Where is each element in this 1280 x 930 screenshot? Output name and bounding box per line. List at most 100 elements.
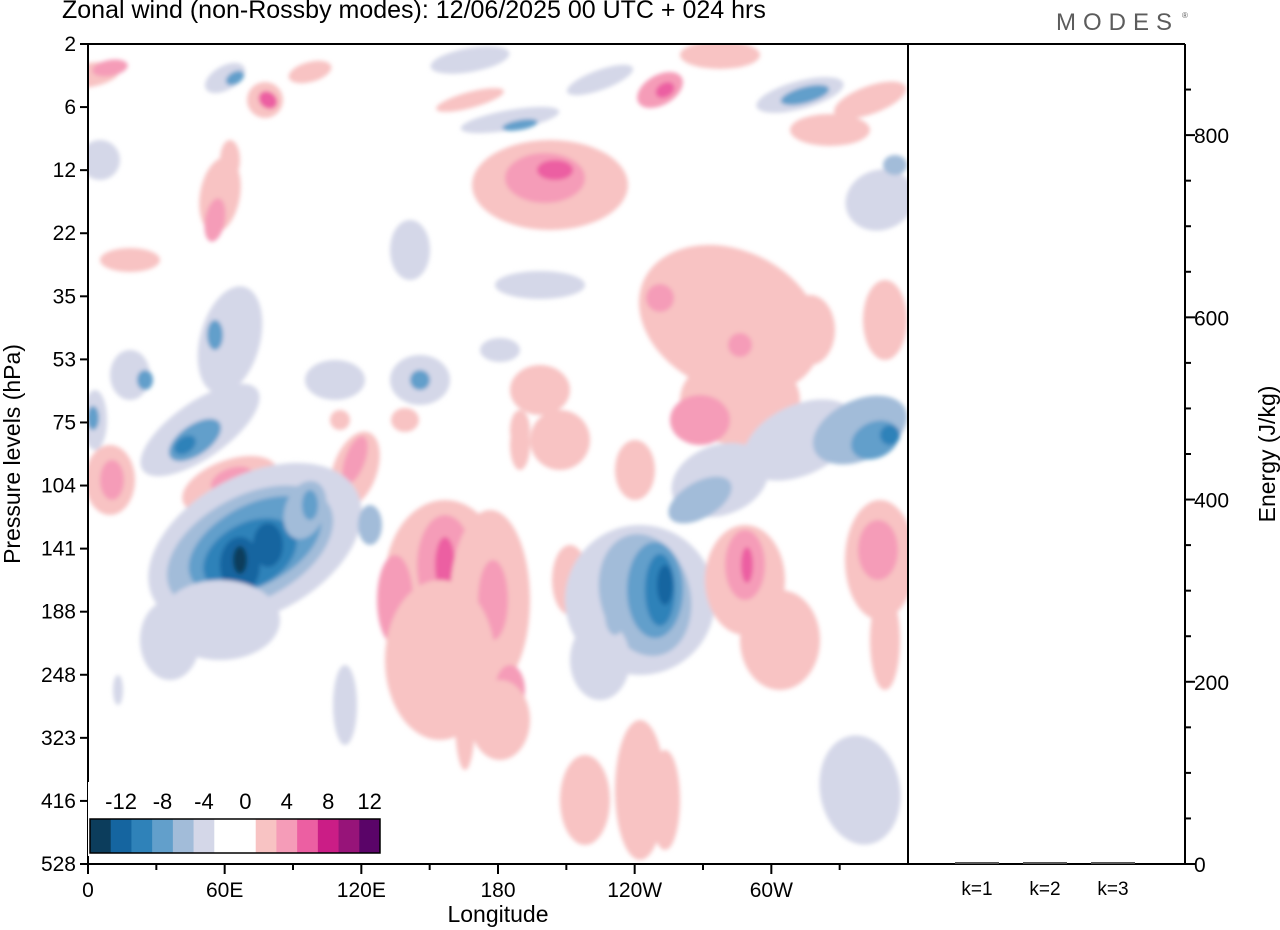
pressure-axis: 2 6 12 22 35 53 75 104 141 188 248 323 416 528 [41,33,88,876]
colorbar-swatch [214,819,236,853]
chart-title: Zonal wind (non-Rossby modes): 12/06/202… [62,0,766,24]
pressure-tick-label: 75 [53,411,76,434]
energy-bars: k=1 k=2 k=3 [955,862,1135,900]
contour-region [204,198,226,242]
contour-region [333,665,357,745]
contour-region [495,271,585,299]
contour-region [100,248,160,272]
contour-region [863,280,907,360]
colorbar-frame [89,818,381,854]
contour-region [435,537,455,593]
contour-region [330,410,350,430]
contour-region [140,600,200,680]
contour-region [785,295,835,365]
pressure-tick-label: 141 [41,538,76,561]
contour-region [845,169,908,231]
brand-logo: MODES [1056,9,1180,36]
contour-region [220,140,240,180]
contour-region [819,735,901,845]
contour-region [470,680,530,760]
contour-region [460,106,560,134]
colorbar-swatch [359,819,381,853]
contour-region [560,755,610,845]
colorbar-label: -8 [153,789,173,814]
energy-bar [1091,862,1135,864]
contour-region [510,365,570,415]
contour-region [391,408,419,432]
longitude-tick-label: 180 [480,879,515,902]
longitude-tick-label: 60E [206,879,243,902]
longitude-tick-label: 0 [82,879,94,902]
colorbar-label: 12 [357,789,381,814]
colorbar-swatch [297,819,319,853]
contour-region [358,505,382,545]
contour-region [780,84,830,106]
longitude-tick-label: 120W [607,879,662,902]
contour-region [680,44,760,69]
contour-region [870,590,900,690]
pressure-tick-label: 104 [41,475,76,498]
colorbar-swatch [255,819,277,853]
contour-region [137,370,153,390]
longitude-axis: 0 60E 120E 180 120W 60W [82,864,841,902]
contour-region [740,590,820,690]
contour-region [88,406,99,430]
colorbar-swatch [110,819,132,853]
contour-region [530,410,590,470]
contour-region [880,425,900,445]
contour-region [480,338,520,362]
pressure-tick-label: 53 [53,348,76,371]
pressure-tick-label: 6 [64,96,76,119]
energy-tick-label: 200 [1194,672,1229,695]
contour-region [858,520,898,580]
colorbar-swatch [172,819,195,853]
contour-region [258,91,278,109]
contour-region [502,119,538,131]
contour-region [207,320,223,350]
energy-tick-label: 0 [1194,854,1206,877]
contour-region [833,81,907,119]
contour-region [390,220,430,280]
energy-bar-label: k=3 [1097,879,1128,900]
contour-region [253,523,283,567]
contour-region [113,675,123,705]
contour-region [570,620,630,700]
pressure-tick-label: 35 [53,285,76,308]
contour-region [342,436,368,484]
contour-region [225,70,245,86]
energy-axis: 0 200 400 600 800 [1185,88,1229,877]
colorbar-swatch [152,819,174,853]
contour-region [657,565,673,605]
energy-bar [955,862,999,864]
contour-region [436,88,504,112]
contour-region [100,460,124,500]
contour-region [205,62,245,94]
energy-bar [1023,862,1067,864]
colorbar-swatch [131,819,153,853]
contour-region [615,440,655,500]
contour-region [92,59,128,77]
colorbar-swatch [90,819,112,853]
longitude-tick-label: 60W [750,879,793,902]
heatmap-plot [87,43,909,865]
pressure-tick-label: 323 [41,727,76,750]
colorbar-swatch [338,819,360,853]
pressure-tick-label: 2 [64,33,76,56]
contour-region [233,546,247,574]
pressure-tick-label: 12 [53,159,76,182]
contour-region [288,60,332,84]
contour-region [646,284,674,312]
contour-region [197,286,263,394]
contour-region [305,360,365,400]
energy-panel: 0 200 400 600 800 k=1 k=2 k=3 [908,43,1229,900]
contour-region [670,395,730,445]
longitude-axis-title: Longitude [447,901,548,927]
colorbar-swatch [276,819,298,853]
energy-axis-title: Energy (J/kg) [1254,386,1280,523]
brand-registered-mark: ® [1182,11,1188,20]
energy-tick-label: 400 [1194,490,1229,513]
contour-region [655,82,675,98]
contour-region [455,670,475,770]
contour-region [410,370,430,390]
colorbar-label: 8 [322,789,334,814]
